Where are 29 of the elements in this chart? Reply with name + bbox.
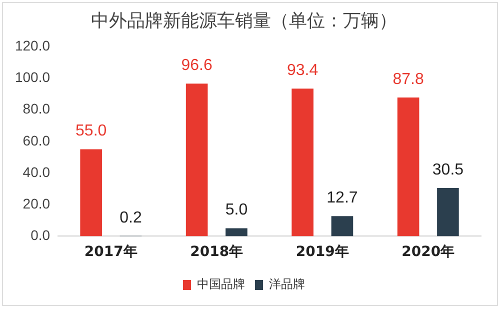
x-tick-label: 2020年 bbox=[402, 244, 455, 260]
y-tick-label: 20.0 bbox=[22, 195, 50, 212]
y-tick-label: 60.0 bbox=[22, 132, 50, 148]
legend-label: 中国品牌 bbox=[197, 277, 245, 292]
bar bbox=[80, 149, 102, 236]
bar bbox=[331, 216, 354, 236]
data-label: 5.0 bbox=[225, 202, 248, 219]
legend-label: 洋品牌 bbox=[269, 277, 305, 292]
bar bbox=[226, 228, 248, 236]
data-label: 55.0 bbox=[76, 122, 107, 140]
x-tick-label: 2018年 bbox=[190, 244, 244, 260]
bar bbox=[292, 88, 314, 236]
data-label: 96.6 bbox=[181, 56, 212, 74]
bar bbox=[437, 188, 459, 236]
bar bbox=[397, 97, 420, 236]
x-tick-label: 2019年 bbox=[296, 244, 349, 260]
y-tick-label: 80.0 bbox=[22, 100, 50, 117]
y-tick-label: 0.0 bbox=[30, 227, 50, 244]
y-tick-label: 100.0 bbox=[14, 69, 50, 86]
chart-title: 中外品牌新能源车销量（单位：万辆） bbox=[91, 10, 397, 32]
data-label: 12.7 bbox=[326, 190, 358, 207]
data-label: 93.4 bbox=[286, 62, 318, 80]
x-tick-label: 2017年 bbox=[84, 244, 138, 260]
data-label: 0.2 bbox=[120, 209, 142, 226]
y-tick-label: 120.0 bbox=[14, 37, 50, 54]
bar bbox=[186, 84, 208, 236]
y-tick-label: 40.0 bbox=[22, 164, 50, 180]
data-label: 87.8 bbox=[392, 70, 424, 88]
data-label: 30.5 bbox=[432, 161, 464, 178]
